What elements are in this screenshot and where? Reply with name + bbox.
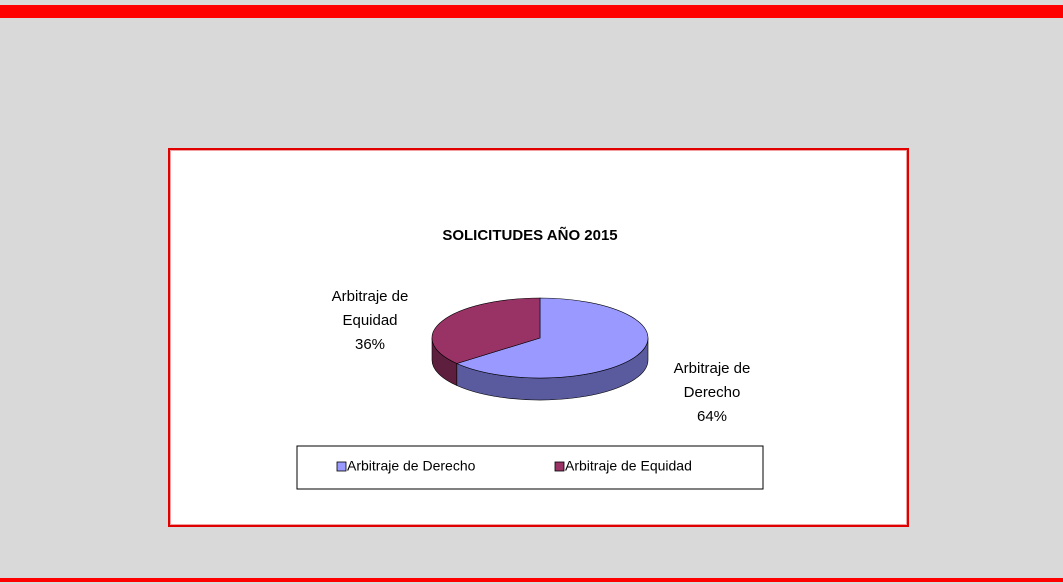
top-bar <box>0 5 1063 18</box>
legend-label: Arbitraje de Derecho <box>347 458 476 474</box>
legend-swatch <box>554 461 565 472</box>
chart-title: SOLICITUDES AÑO 2015 <box>442 226 617 244</box>
legend-swatch <box>336 461 347 472</box>
data-label-name: Arbitraje de Equidad <box>331 288 409 329</box>
legend-label: Arbitraje de Equidad <box>565 458 692 474</box>
bottom-bar <box>0 578 1063 582</box>
slice <box>455 297 649 379</box>
slice <box>431 297 541 364</box>
data-label-value: 64% <box>696 408 728 425</box>
data-label-value: 36% <box>354 336 386 353</box>
legend-box <box>296 445 764 490</box>
data-label-name: Arbitraje de Derecho <box>673 360 751 401</box>
